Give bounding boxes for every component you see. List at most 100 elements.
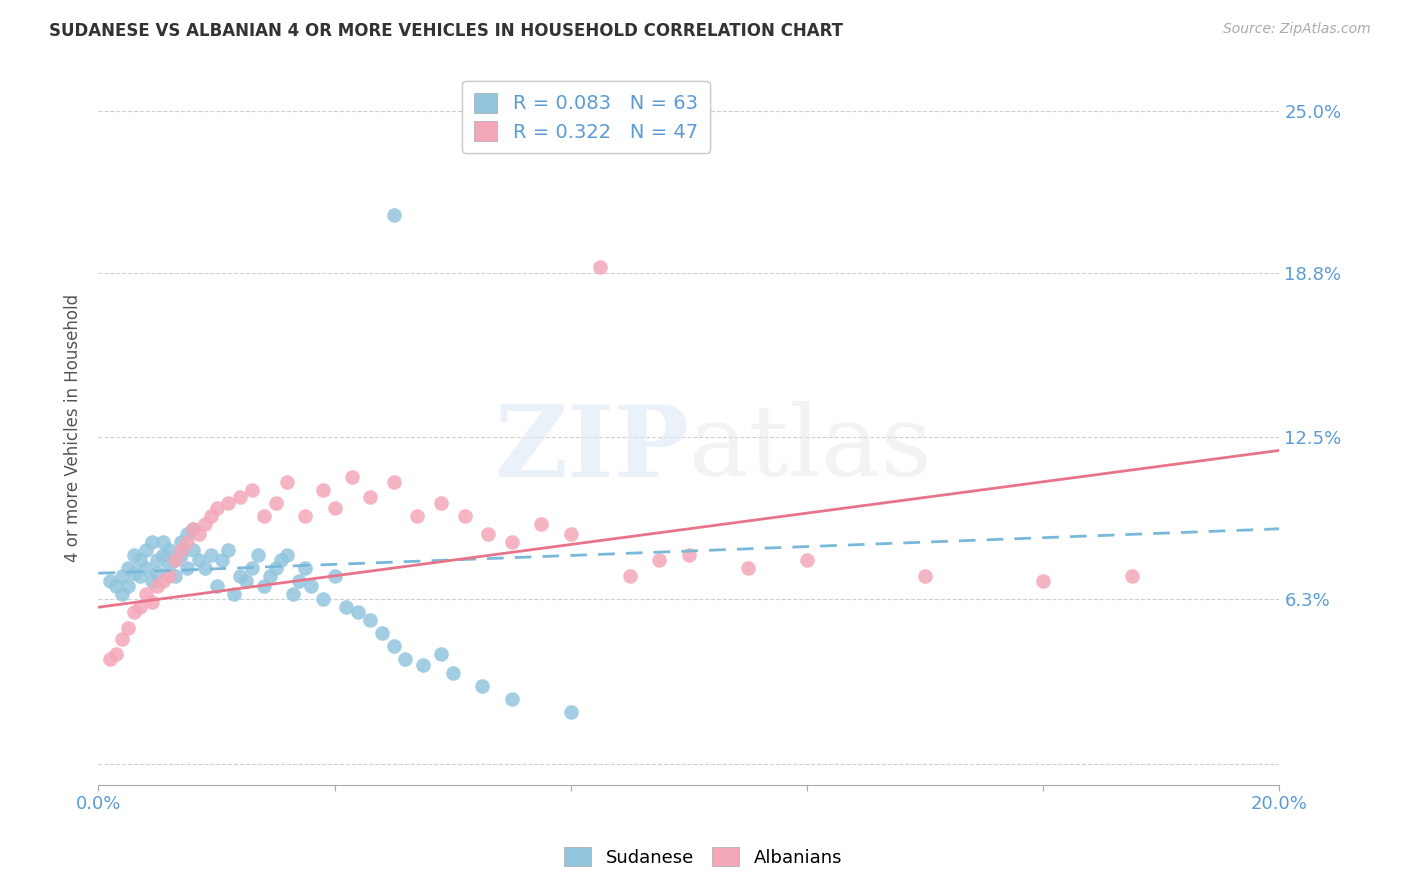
Point — [200, 548, 222, 562]
Point — [253, 579, 276, 593]
Text: SUDANESE VS ALBANIAN 4 OR MORE VEHICLES IN HOUSEHOLD CORRELATION CHART: SUDANESE VS ALBANIAN 4 OR MORE VEHICLES … — [49, 22, 844, 40]
Point — [165, 553, 187, 567]
Point — [394, 652, 416, 666]
Point — [430, 647, 453, 661]
Point — [117, 621, 139, 635]
Point — [371, 626, 394, 640]
Point — [128, 600, 150, 615]
Text: atlas: atlas — [689, 401, 932, 498]
Point — [1032, 574, 1054, 588]
Point — [359, 491, 381, 505]
Point — [619, 569, 641, 583]
Point — [152, 548, 174, 562]
Point — [187, 553, 209, 567]
Point — [205, 579, 228, 593]
Point — [224, 587, 246, 601]
Point — [111, 632, 134, 646]
Point — [211, 553, 233, 567]
Point — [530, 516, 553, 531]
Point — [105, 647, 128, 661]
Point — [914, 569, 936, 583]
Point — [678, 548, 700, 562]
Point — [240, 561, 263, 575]
Point — [501, 534, 523, 549]
Point — [240, 483, 263, 497]
Point — [412, 657, 434, 672]
Point — [294, 561, 316, 575]
Point — [294, 508, 316, 523]
Point — [117, 561, 139, 575]
Point — [312, 592, 335, 607]
Text: ZIP: ZIP — [494, 401, 689, 498]
Point — [135, 587, 157, 601]
Legend: R = 0.083   N = 63, R = 0.322   N = 47: R = 0.083 N = 63, R = 0.322 N = 47 — [463, 81, 710, 153]
Point — [176, 527, 198, 541]
Point — [335, 600, 357, 615]
Point — [122, 566, 145, 581]
Point — [165, 569, 187, 583]
Point — [312, 483, 335, 497]
Point — [157, 542, 180, 557]
Point — [217, 542, 239, 557]
Point — [146, 553, 169, 567]
Point — [246, 548, 269, 562]
Point — [98, 652, 121, 666]
Point — [152, 534, 174, 549]
Point — [259, 569, 281, 583]
Point — [165, 553, 187, 567]
Point — [253, 508, 276, 523]
Point — [141, 534, 163, 549]
Text: Source: ZipAtlas.com: Source: ZipAtlas.com — [1223, 22, 1371, 37]
Point — [430, 496, 453, 510]
Point — [229, 569, 252, 583]
Point — [135, 561, 157, 575]
Point — [264, 496, 287, 510]
Point — [170, 542, 193, 557]
Point — [194, 561, 217, 575]
Point — [157, 558, 180, 573]
Point — [98, 574, 121, 588]
Point — [111, 587, 134, 601]
Legend: Sudanese, Albanians: Sudanese, Albanians — [557, 840, 849, 874]
Point — [441, 665, 464, 680]
Point — [146, 566, 169, 581]
Point — [560, 527, 582, 541]
Point — [117, 579, 139, 593]
Point — [122, 548, 145, 562]
Point — [181, 542, 204, 557]
Point — [560, 705, 582, 719]
Point — [187, 527, 209, 541]
Point — [170, 534, 193, 549]
Point — [176, 561, 198, 575]
Point — [105, 579, 128, 593]
Point — [128, 569, 150, 583]
Point — [181, 522, 204, 536]
Point — [299, 579, 322, 593]
Point — [342, 469, 364, 483]
Point — [359, 613, 381, 627]
Point — [111, 569, 134, 583]
Point — [471, 679, 494, 693]
Point — [589, 260, 612, 275]
Point — [176, 534, 198, 549]
Point — [205, 500, 228, 515]
Point — [1121, 569, 1143, 583]
Point — [501, 691, 523, 706]
Point — [276, 475, 298, 489]
Point — [270, 553, 292, 567]
Point — [229, 491, 252, 505]
Point — [128, 553, 150, 567]
Point — [323, 500, 346, 515]
Point — [181, 522, 204, 536]
Point — [141, 595, 163, 609]
Point — [347, 606, 370, 620]
Point — [796, 553, 818, 567]
Point — [283, 587, 305, 601]
Point — [152, 574, 174, 588]
Point — [170, 548, 193, 562]
Point — [141, 574, 163, 588]
Point — [157, 569, 180, 583]
Point — [200, 508, 222, 523]
Point — [235, 574, 257, 588]
Point — [146, 579, 169, 593]
